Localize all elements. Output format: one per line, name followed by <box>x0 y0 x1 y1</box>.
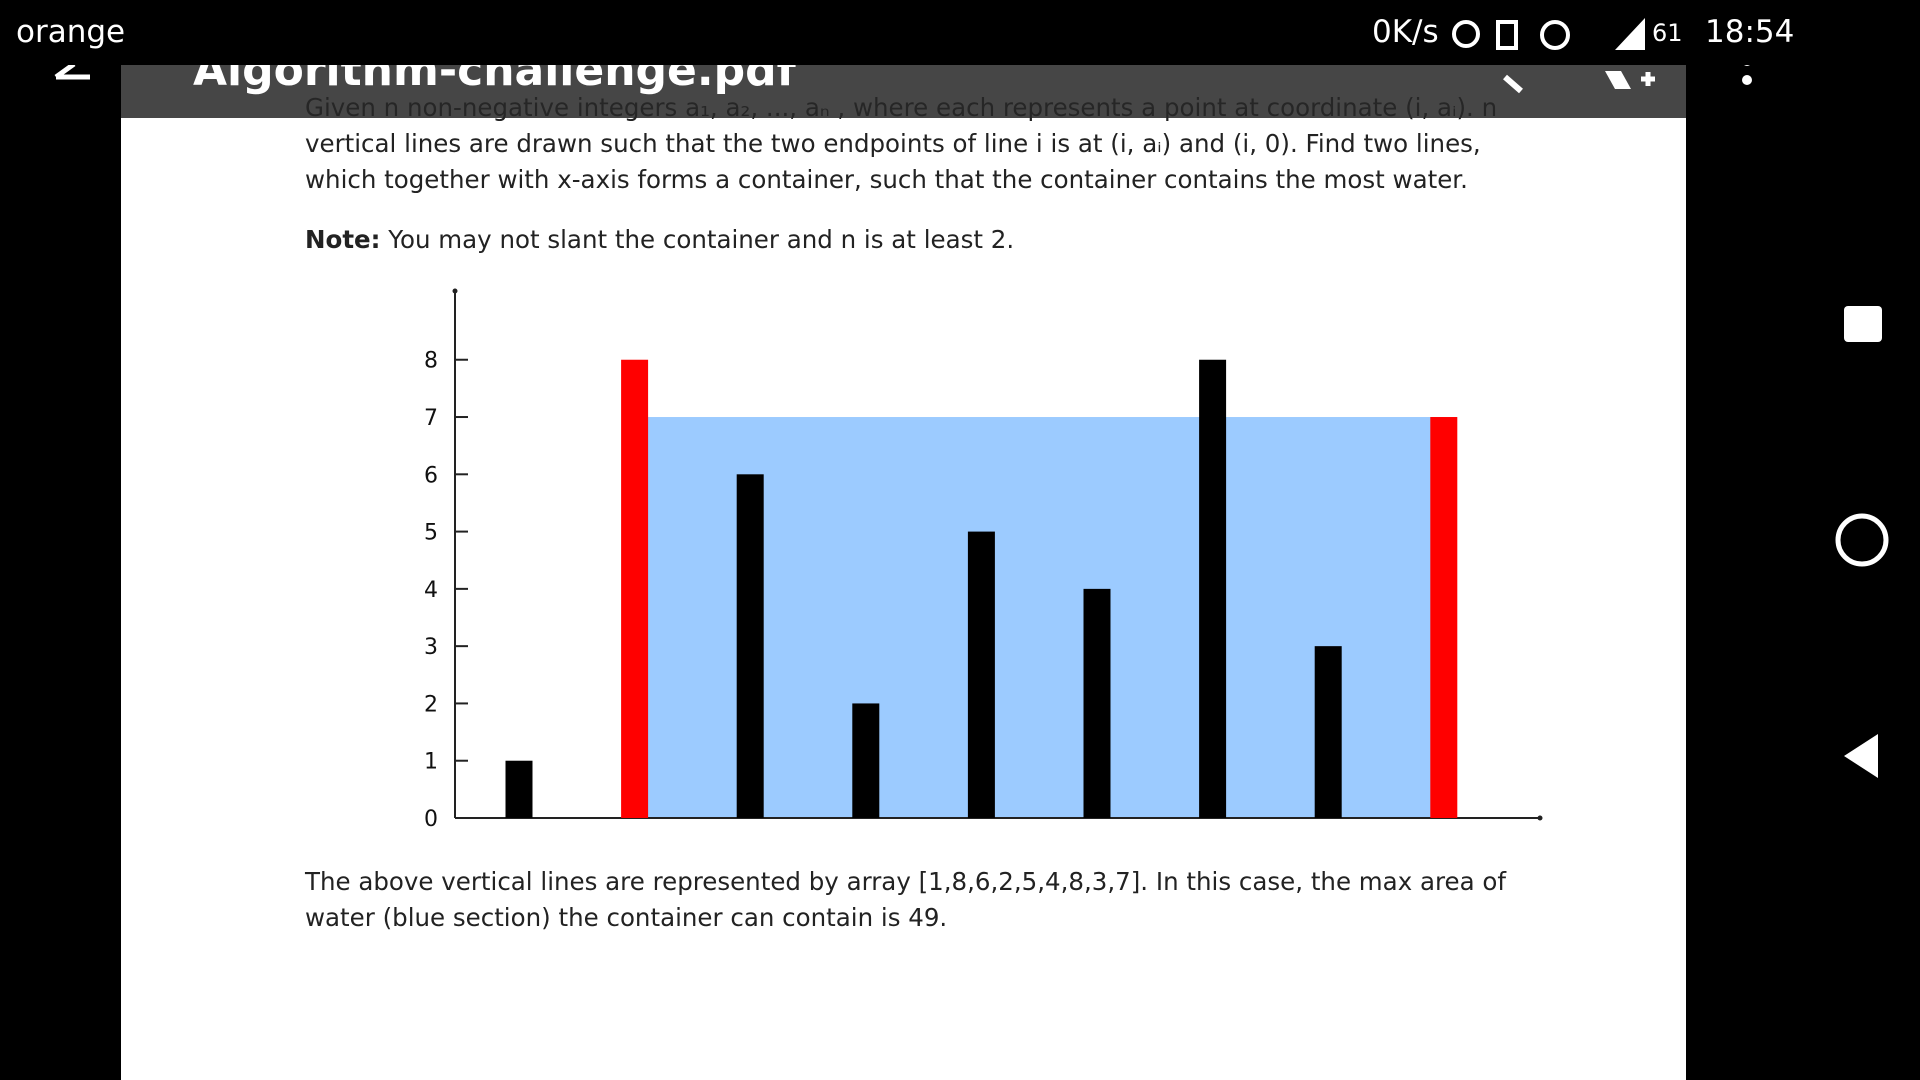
carrier: orange <box>16 14 126 50</box>
bar <box>1199 359 1227 818</box>
caption: The above vertical lines are represented… <box>305 867 1507 932</box>
back-nav-button[interactable] <box>1844 734 1878 778</box>
y-tick-label: 4 <box>424 578 438 603</box>
y-tick-label: 1 <box>424 750 438 775</box>
search-button[interactable] <box>1471 65 1531 95</box>
network-speed: 0K/s <box>1372 14 1439 50</box>
bar <box>505 760 533 818</box>
recents-button[interactable] <box>1844 306 1882 342</box>
status-icons <box>1452 18 1645 50</box>
y-tick-label: 8 <box>424 349 438 374</box>
bar <box>736 474 764 818</box>
note: Note: You may not slant the container an… <box>305 222 1525 258</box>
bar <box>621 359 649 818</box>
bar <box>967 531 995 818</box>
home-button[interactable] <box>1835 513 1889 567</box>
axis-arrow <box>452 288 458 294</box>
bar <box>1430 417 1458 818</box>
y-tick-label: 5 <box>424 521 438 546</box>
y-tick-label: 6 <box>424 463 438 488</box>
y-tick-label: 0 <box>424 807 438 832</box>
nav-bar <box>1835 306 1889 778</box>
status-bar: orange 0K/s 61 18:54 <box>0 0 1920 65</box>
water-area <box>634 417 1444 818</box>
toolbar: Algorithm-challenge.pdf <box>121 65 1686 118</box>
bar <box>852 703 880 818</box>
clock: 18:54 <box>1705 14 1795 50</box>
drive-add-button[interactable] <box>1601 65 1671 95</box>
y-tick-label: 3 <box>424 635 438 660</box>
axis-arrow <box>1537 815 1543 821</box>
bar <box>1083 588 1111 818</box>
back-button[interactable] <box>50 52 110 92</box>
y-tick-label: 7 <box>424 406 438 431</box>
y-tick-label: 2 <box>424 692 438 717</box>
document-title: Algorithm-challenge.pdf <box>193 65 796 96</box>
note-label: Note: <box>305 225 381 254</box>
note-text: You may not slant the container and n is… <box>388 225 1015 254</box>
bar <box>1314 646 1342 818</box>
battery: 61 <box>1652 19 1683 47</box>
